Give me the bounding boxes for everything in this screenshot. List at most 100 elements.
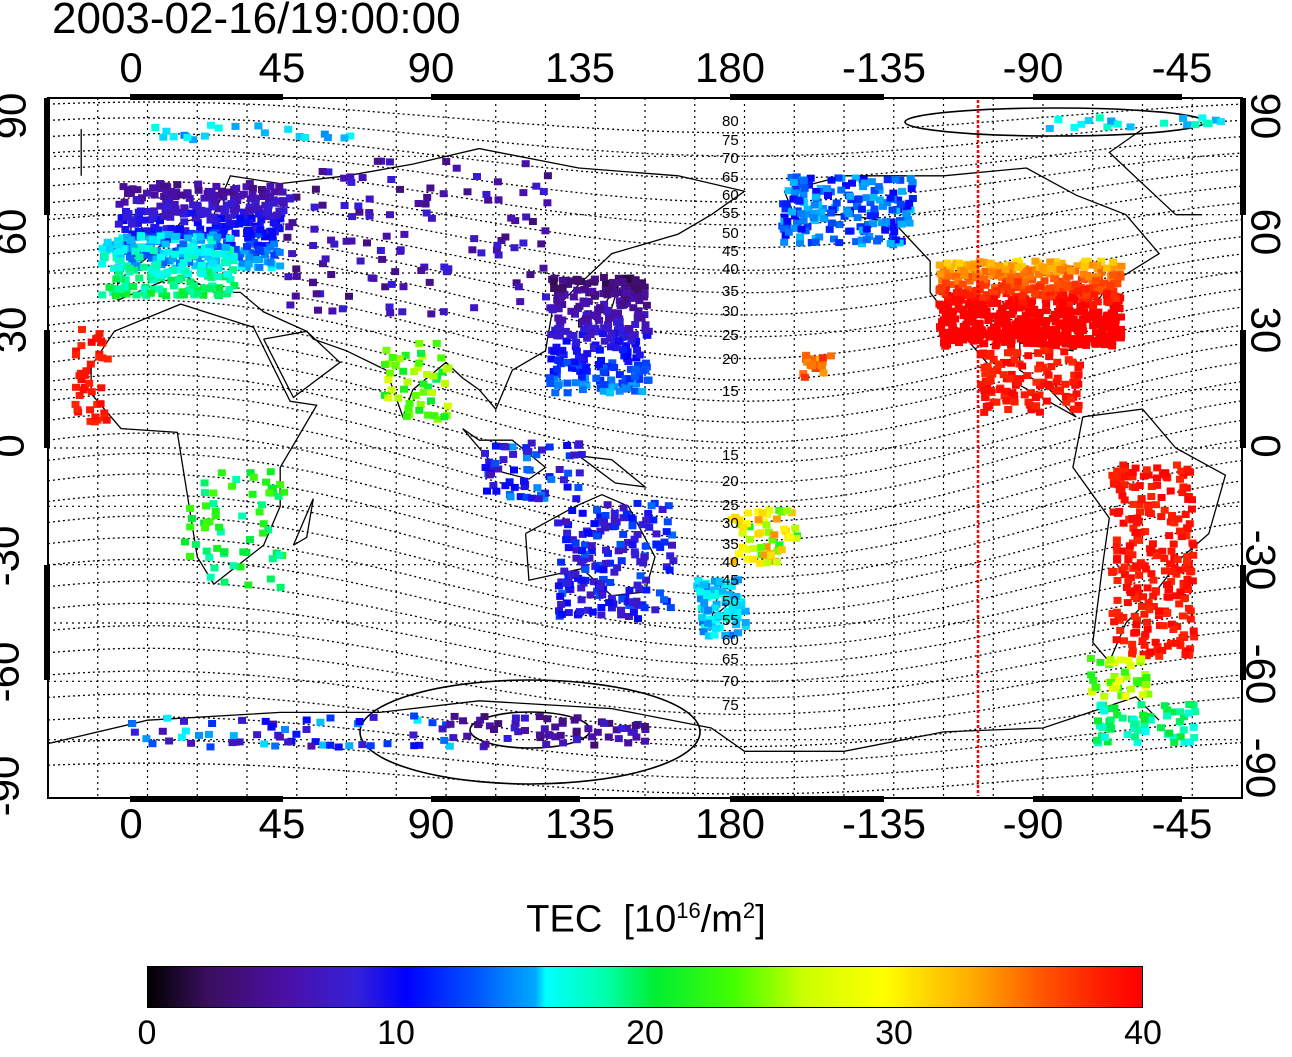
- tec-point: [617, 606, 625, 614]
- tec-point: [1120, 637, 1128, 645]
- tec-point: [302, 716, 311, 724]
- tec-point: [259, 529, 268, 537]
- tec-point: [544, 731, 553, 739]
- tec-point: [625, 613, 633, 620]
- mlat-contour: [47, 101, 1243, 134]
- tec-point: [1176, 592, 1185, 600]
- tec-point: [641, 326, 650, 334]
- tec-point: [1110, 292, 1119, 300]
- tec-point: [244, 260, 253, 268]
- tec-point: [463, 188, 472, 196]
- tec-point: [494, 251, 503, 259]
- tec-point: [606, 559, 615, 567]
- lat-tick-left: -30: [0, 525, 28, 587]
- tec-point: [1051, 258, 1060, 266]
- tec-point: [1139, 593, 1148, 601]
- tec-point: [302, 726, 311, 733]
- tec-point: [1132, 628, 1140, 636]
- mlat-contour: [47, 558, 1243, 649]
- tec-point: [1152, 552, 1161, 560]
- tec-point: [354, 202, 363, 210]
- tec-point: [386, 309, 395, 317]
- tec-point: [1002, 314, 1011, 322]
- tec-point: [189, 136, 198, 144]
- tec-point: [491, 460, 500, 467]
- tec-point: [558, 284, 567, 291]
- tec-point: [1002, 283, 1011, 291]
- tec-point: [877, 219, 886, 227]
- tec-point: [1062, 313, 1071, 321]
- tec-point: [599, 368, 608, 376]
- tec-point: [1109, 262, 1118, 270]
- tec-point: [473, 173, 481, 180]
- tec-point: [221, 206, 230, 214]
- tec-point: [616, 324, 625, 332]
- tec-point: [1116, 627, 1125, 634]
- tec-point: [213, 265, 222, 272]
- tec-point: [365, 195, 374, 203]
- tec-point: [1162, 472, 1171, 480]
- tec-point: [1060, 348, 1069, 356]
- tec-point: [167, 276, 176, 284]
- tec-point: [386, 211, 394, 219]
- tec-point: [1069, 378, 1078, 386]
- tec-point: [1144, 471, 1153, 479]
- tec-point: [1189, 627, 1198, 635]
- tec-point: [1115, 676, 1124, 684]
- tec-point: [1018, 292, 1026, 300]
- tec-point: [722, 579, 731, 587]
- tec-point: [1092, 329, 1100, 337]
- tec-point: [651, 606, 660, 614]
- tec-point: [268, 555, 277, 563]
- tec-point: [1034, 315, 1043, 323]
- tec-point: [1176, 733, 1185, 741]
- tec-point: [891, 236, 900, 244]
- tec-point: [1019, 288, 1028, 296]
- tec-point: [1072, 390, 1081, 398]
- tec-point: [136, 207, 145, 215]
- tec-point: [112, 254, 121, 262]
- tec-point: [762, 559, 771, 567]
- tec-point: [791, 524, 800, 532]
- tec-point: [192, 209, 201, 217]
- tec-point: [978, 293, 987, 301]
- tec-point: [568, 364, 576, 372]
- tec-point: [906, 206, 915, 214]
- tec-point: [994, 360, 1003, 368]
- tec-point: [1040, 287, 1049, 294]
- tec-point: [105, 283, 114, 291]
- contour-label: 40: [722, 261, 739, 278]
- tec-point: [509, 450, 518, 458]
- tec-point: [255, 256, 263, 263]
- tec-point: [644, 509, 653, 517]
- tec-point: [128, 720, 137, 728]
- tec-point: [1152, 648, 1161, 656]
- tec-point: [1074, 371, 1083, 379]
- tec-point: [165, 231, 174, 239]
- tec-point: [1080, 263, 1089, 271]
- tec-point: [610, 364, 619, 371]
- tec-point: [400, 385, 408, 393]
- tec-point: [551, 389, 560, 397]
- tec-point: [889, 189, 898, 197]
- tec-point: [155, 285, 164, 293]
- tec-point: [581, 315, 590, 323]
- tec-point: [527, 439, 536, 447]
- tec-point: [1128, 469, 1137, 476]
- tec-point: [1086, 335, 1094, 342]
- tec-point: [383, 740, 392, 748]
- tec-point: [284, 125, 293, 133]
- tec-point: [704, 619, 713, 627]
- tec-point: [1098, 334, 1107, 342]
- mlat-contour: [47, 494, 1243, 597]
- tec-point: [1094, 717, 1102, 725]
- tec-point: [1113, 556, 1121, 564]
- tec-point: [1178, 489, 1187, 497]
- tec-point: [266, 182, 275, 190]
- tec-point: [975, 306, 984, 314]
- tec-point: [242, 183, 251, 191]
- tec-point: [222, 257, 231, 265]
- tec-point: [381, 361, 389, 369]
- tec-point: [396, 185, 404, 193]
- tec-point: [223, 214, 232, 222]
